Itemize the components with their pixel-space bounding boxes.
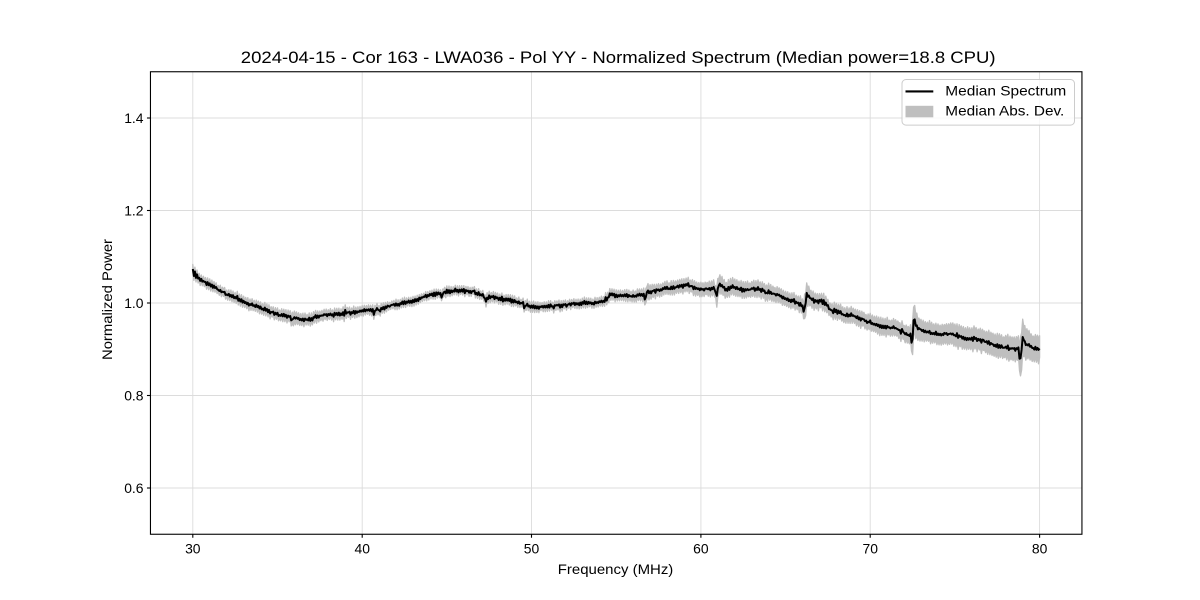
- svg-text:30: 30: [185, 541, 201, 557]
- svg-text:70: 70: [862, 541, 878, 557]
- svg-text:40: 40: [354, 541, 370, 557]
- svg-text:80: 80: [1032, 541, 1048, 557]
- svg-text:50: 50: [524, 541, 540, 557]
- svg-text:60: 60: [693, 541, 709, 557]
- svg-text:Normalized Power: Normalized Power: [99, 239, 115, 360]
- svg-text:1.4: 1.4: [124, 110, 144, 126]
- svg-text:2024-04-15 - Cor 163 - LWA036: 2024-04-15 - Cor 163 - LWA036 - Pol YY -…: [241, 48, 996, 67]
- svg-text:1.2: 1.2: [124, 202, 144, 218]
- svg-text:Frequency (MHz): Frequency (MHz): [558, 561, 674, 577]
- svg-text:Median Spectrum: Median Spectrum: [945, 82, 1066, 98]
- svg-text:1.0: 1.0: [124, 295, 144, 311]
- svg-text:Median Abs. Dev.: Median Abs. Dev.: [945, 103, 1064, 119]
- svg-text:0.8: 0.8: [124, 387, 144, 403]
- svg-text:0.6: 0.6: [124, 480, 144, 496]
